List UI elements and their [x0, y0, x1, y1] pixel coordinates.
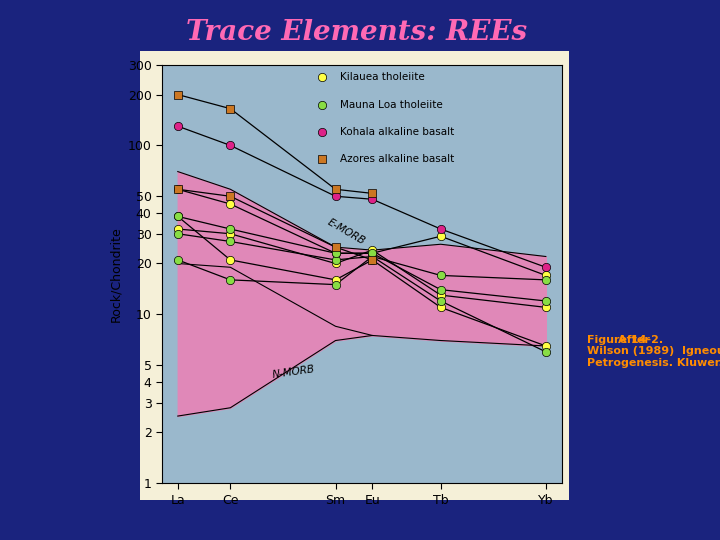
Text: Kohala alkaline basalt: Kohala alkaline basalt	[340, 127, 454, 137]
Text: Trace Elements: REEs: Trace Elements: REEs	[186, 19, 527, 46]
Text: E-MORB: E-MORB	[325, 217, 366, 246]
Text: Mauna Loa tholeiite: Mauna Loa tholeiite	[340, 99, 443, 110]
Text: Kilauea tholeiite: Kilauea tholeiite	[340, 72, 425, 83]
Text: Figure 14-2.: Figure 14-2.	[587, 335, 663, 345]
Text: After
Wilson (1989)  Igneous
Petrogenesis. Kluwer.: After Wilson (1989) Igneous Petrogenesis…	[587, 335, 720, 368]
Text: N-MORB: N-MORB	[271, 364, 315, 380]
Y-axis label: Rock/Chondrite: Rock/Chondrite	[109, 226, 122, 322]
Text: Azores alkaline basalt: Azores alkaline basalt	[340, 154, 454, 164]
